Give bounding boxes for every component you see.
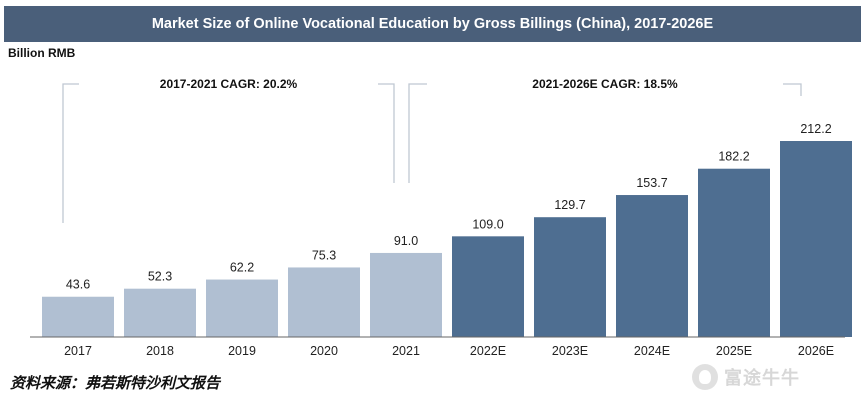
value-label-2023E: 129.7 [554, 198, 585, 212]
cagr-bracket-1-left [62, 83, 79, 223]
bar-2025E [698, 168, 770, 337]
value-label-2022E: 109.0 [472, 217, 503, 231]
bar-2023E [534, 217, 606, 337]
cagr-label-2: 2021-2026E CAGR: 18.5% [532, 77, 678, 91]
value-label-2020: 75.3 [312, 248, 336, 262]
x-tick-2019: 2019 [228, 344, 256, 358]
chart-title: Market Size of Online Vocational Educati… [4, 6, 861, 42]
cagr-bracket-2-right [783, 83, 802, 96]
bar-2024E [616, 195, 688, 337]
x-tick-2018: 2018 [146, 344, 174, 358]
value-label-2018: 52.3 [148, 270, 172, 284]
bar-2026E [780, 141, 852, 337]
bull-logo-icon [692, 364, 718, 390]
bar-2020 [288, 267, 360, 337]
bar-2017 [42, 296, 114, 337]
watermark-text: 富途牛牛 [724, 368, 800, 389]
cagr-bracket-2-left [408, 83, 427, 183]
value-label-2024E: 153.7 [636, 176, 667, 190]
x-tick-2025E: 2025E [716, 344, 752, 358]
bar-2022E [452, 236, 524, 337]
value-label-2017: 43.6 [66, 278, 90, 292]
x-tick-2017: 2017 [64, 344, 92, 358]
source-note: 资料来源：弗若斯特沙利文报告 [10, 374, 221, 392]
x-tick-2024E: 2024E [634, 344, 670, 358]
x-tick-2022E: 2022E [470, 344, 506, 358]
value-label-2019: 62.2 [230, 261, 254, 275]
cagr-label-1: 2017-2021 CAGR: 20.2% [160, 77, 298, 91]
x-tick-2021: 2021 [392, 344, 420, 358]
bar-2021 [370, 252, 442, 337]
bar-2018 [124, 288, 196, 337]
cagr-bracket-1-right [378, 83, 395, 183]
watermark: 富途牛牛 [692, 362, 852, 392]
value-label-2025E: 182.2 [718, 150, 749, 164]
value-label-2026E: 212.2 [800, 122, 831, 136]
x-tick-2023E: 2023E [552, 344, 588, 358]
value-label-2021: 91.0 [394, 234, 418, 248]
unit-label: Billion RMB [8, 46, 76, 60]
bar-2019 [206, 279, 278, 337]
x-tick-2020: 2020 [310, 344, 338, 358]
x-tick-2026E: 2026E [798, 344, 834, 358]
